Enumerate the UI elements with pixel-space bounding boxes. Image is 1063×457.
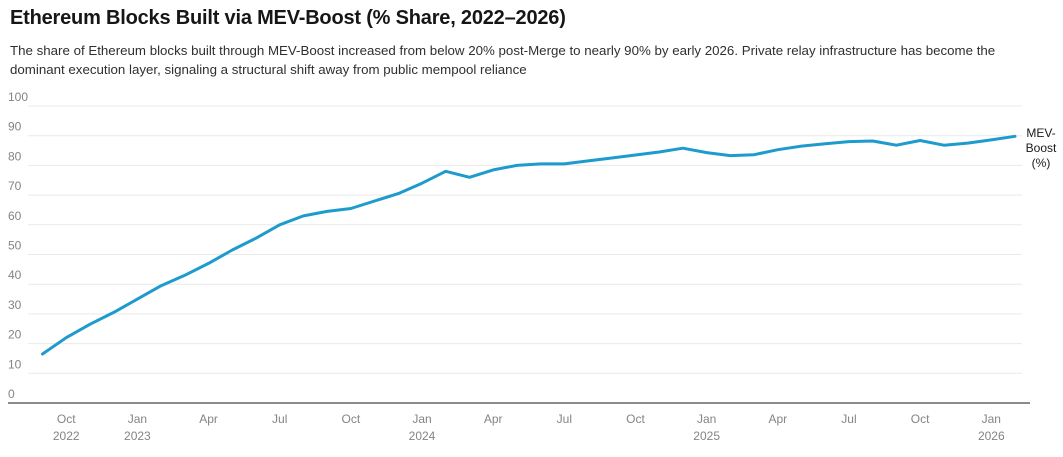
y-tick-label: 50 <box>8 239 22 253</box>
x-tick-label-month: Jan <box>412 412 431 426</box>
x-tick-label-month: Jul <box>557 412 572 426</box>
y-tick-label: 60 <box>8 209 22 223</box>
x-tick-label-month: Apr <box>484 412 503 426</box>
chart-description-line-1: The share of Ethereum blocks built throu… <box>10 43 996 58</box>
mev-boost-line <box>41 134 1017 356</box>
x-tick-label-year: 2024 <box>409 429 436 443</box>
x-tick-label-year: 2026 <box>978 429 1005 443</box>
x-tick-label-year: 2025 <box>693 429 720 443</box>
chart-description: The share of Ethereum blocks built throu… <box>10 41 995 79</box>
x-tick-label-month: Jan <box>128 412 147 426</box>
series-end-label: MEV- <box>1026 126 1055 140</box>
x-tick-label-month: Oct <box>626 412 645 426</box>
y-tick-label: 0 <box>8 387 15 401</box>
y-tick-label: 100 <box>8 90 28 104</box>
x-tick-label-month: Jan <box>697 412 716 426</box>
x-tick-label-month: Apr <box>768 412 787 426</box>
chart-title: Ethereum Blocks Built via MEV-Boost (% S… <box>10 7 566 29</box>
x-tick-label-month: Oct <box>911 412 930 426</box>
x-tick-label-month: Jul <box>841 412 856 426</box>
x-tick-label-year: 2023 <box>124 429 151 443</box>
x-tick-label-month: Oct <box>57 412 76 426</box>
y-tick-label: 20 <box>8 328 22 342</box>
y-tick-label: 70 <box>8 179 22 193</box>
x-tick-label-month: Jan <box>982 412 1001 426</box>
y-tick-label: 30 <box>8 298 22 312</box>
series-end-label: Boost <box>1026 141 1057 155</box>
series-end-label: (%) <box>1032 156 1051 170</box>
x-tick-label-year: 2022 <box>53 429 80 443</box>
x-tick-label-month: Oct <box>342 412 361 426</box>
chart-description-line-2: dominant execution layer, signaling a st… <box>10 62 527 77</box>
y-tick-label: 90 <box>8 120 22 134</box>
y-tick-label: 80 <box>8 149 22 163</box>
x-tick-label-month: Jul <box>272 412 287 426</box>
y-tick-label: 40 <box>8 268 22 282</box>
x-tick-label-month: Apr <box>199 412 218 426</box>
y-tick-label: 10 <box>8 357 22 371</box>
